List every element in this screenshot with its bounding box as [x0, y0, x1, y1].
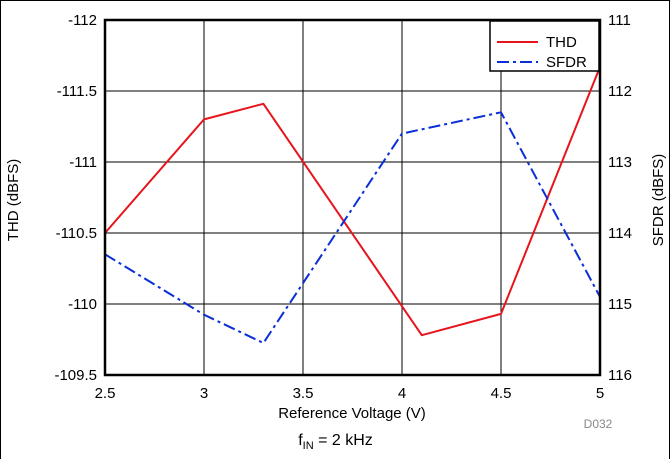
legend: THD SFDR	[489, 20, 600, 72]
x-tick-label: 5	[596, 385, 604, 402]
y-right-tick-label: 111	[608, 12, 631, 29]
series-line-thd	[104, 66, 601, 337]
caption: fIN = 2 kHz	[0, 432, 671, 452]
grid	[105, 20, 600, 375]
x-tick-label: 2.5	[95, 385, 116, 402]
y-right-axis-title: SFDR (dBFS)	[650, 154, 667, 247]
y-right-tick-label: 116	[608, 367, 632, 384]
legend-label-sfdr: SFDR	[546, 54, 587, 71]
figure-code: D032	[584, 417, 613, 431]
x-tick-label: 4.5	[491, 385, 512, 402]
y-left-tick-label: -110.5	[56, 225, 97, 242]
caption-prefix: f	[298, 432, 303, 449]
x-tick-label: 3.5	[293, 385, 314, 402]
y-left-tick-label: -111.5	[57, 83, 97, 100]
y-left-tick-label: -110	[68, 296, 97, 313]
y-left-tick-label: -112	[68, 12, 97, 29]
x-tick-label: 4	[398, 385, 406, 402]
series-layer	[104, 66, 601, 344]
y-right-tick-label: 115	[608, 296, 632, 313]
x-tick-label: 3	[200, 385, 208, 402]
plot-area-border	[103, 18, 602, 377]
caption-suffix: = 2 kHz	[313, 432, 373, 449]
legend-label-thd: THD	[546, 34, 577, 51]
y-left-axis-title: THD (dBFS)	[5, 159, 22, 242]
y-right-tick-label: 114	[608, 225, 632, 242]
caption-sub: IN	[302, 440, 314, 453]
series-line-sfdr	[104, 111, 601, 344]
y-right-tick-label: 112	[608, 83, 632, 100]
y-left-tick-label: -109.5	[54, 367, 97, 384]
x-axis-title: Reference Voltage (V)	[278, 405, 426, 422]
tick-labels: 2.5 3 3.5 4 4.5 5 -112 111 -111.5 112 -111 113 -110.…	[54, 12, 631, 402]
y-left-tick-label: -111	[69, 154, 97, 171]
y-right-tick-label: 113	[608, 154, 632, 171]
